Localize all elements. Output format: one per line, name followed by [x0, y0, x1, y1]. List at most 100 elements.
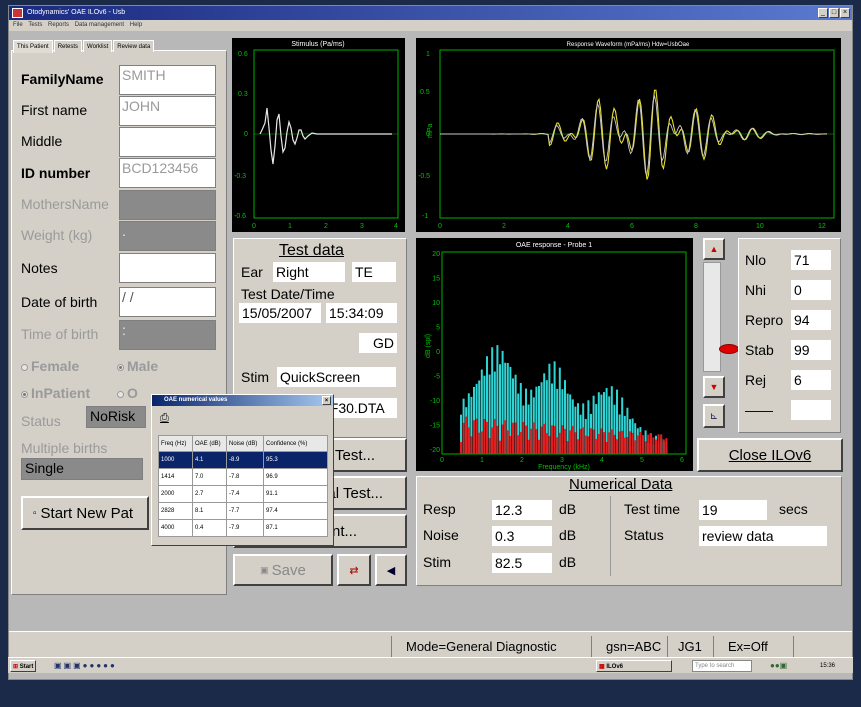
stim-xtick-0: 0 [252, 223, 256, 230]
taskbar-ilov6[interactable]: ▦ ILOv6 [596, 660, 672, 672]
minimize-button[interactable]: _ [818, 8, 828, 18]
oae-noise-bar [478, 432, 481, 454]
dialog-close-button[interactable]: × [322, 396, 331, 405]
oae-response-bar [592, 395, 595, 454]
inpatient-radio[interactable]: InPatient [21, 385, 90, 401]
oae-noise-bar [553, 426, 556, 454]
menu-reports[interactable]: Reports [48, 22, 70, 28]
stim-num-label: Stim [423, 554, 451, 570]
id-number-field[interactable]: BCD123456 [119, 158, 216, 188]
flag-icon-button[interactable]: ◀ [375, 554, 407, 586]
close-ilov6-button[interactable]: Close ILOv6 [697, 438, 843, 472]
table-row[interactable]: 1414 7.0 -7.8 96.9 [158, 468, 328, 486]
oae-response-bar [506, 363, 509, 454]
scroll-up-button[interactable]: ▲ [703, 238, 725, 260]
male-radio-dot[interactable] [117, 363, 124, 371]
female-radio[interactable]: Female [21, 358, 79, 374]
oae-response-bar [613, 404, 616, 454]
oae-noise-bar [512, 422, 514, 454]
status-select[interactable]: NoRisk [86, 406, 146, 428]
menu-tests[interactable]: Tests [28, 22, 43, 28]
resp-ytick-0: 1 [426, 51, 430, 58]
new-patient-icon: ▫ [33, 507, 37, 519]
quick-launch-icons[interactable]: ▣▣▣●●●●● [54, 661, 117, 670]
tab-worklist[interactable]: Worklist [83, 40, 113, 52]
table-row[interactable]: 4000 0.4 -7.9 87.1 [158, 519, 328, 537]
start-button[interactable]: ⊞ Start [10, 660, 37, 672]
oae-response-bar [558, 367, 561, 454]
male-radio[interactable]: Male [117, 358, 158, 374]
scroll-track[interactable] [703, 262, 721, 372]
stat-label: —— [745, 402, 773, 418]
stat-label: Nlo [745, 252, 767, 268]
table-row[interactable]: 1000 4.1 -8.9 95.3 [158, 451, 328, 469]
table-row[interactable]: 2828 8.1 -7.7 97.4 [158, 502, 328, 520]
taskbar-search-input[interactable]: Type to search [692, 660, 752, 672]
oae-response-bar [600, 394, 603, 454]
noise-label: Noise [423, 527, 459, 543]
tab-review-data[interactable]: Review data [113, 40, 155, 52]
oae-response-bar [493, 371, 496, 454]
arrow-up-icon: ▲ [709, 244, 719, 254]
tab-this-patient[interactable]: This Patient [13, 40, 53, 53]
notes-field[interactable] [119, 253, 216, 283]
test-date-field: 15/05/2007 [239, 303, 321, 323]
tab-retests[interactable]: Retests [53, 40, 83, 52]
app-icon [12, 8, 23, 18]
oae-xtick: 6 [680, 457, 684, 464]
oae-response-bar [545, 380, 548, 454]
noise-cell: -7.4 [226, 485, 264, 503]
multiple-births-select[interactable]: Single [21, 458, 143, 480]
table-row[interactable]: 2000 2.7 -7.4 91.1 [158, 485, 328, 503]
close-window-button[interactable]: × [840, 8, 850, 18]
first-name-field[interactable]: JOHN [119, 96, 216, 126]
oae-ylabel: dB (spl) [425, 334, 432, 358]
menu-help[interactable]: Help [129, 22, 143, 28]
notes-label: Notes [21, 260, 58, 276]
mothers-name-field[interactable] [119, 190, 216, 220]
save-button[interactable]: ▣ Save [233, 554, 333, 586]
oae-response-bar [564, 380, 566, 454]
oae-response-bar [527, 404, 530, 454]
tray-icons[interactable]: ●●▣ [770, 661, 788, 670]
scroll-down-button[interactable]: ▼ [703, 376, 725, 398]
oae-ytick: -5 [434, 374, 440, 381]
oae-noise-bar [496, 425, 499, 454]
outpatient-radio-dot[interactable] [117, 390, 124, 398]
export-icon-button[interactable]: ⇄ [337, 554, 371, 586]
oae-noise-bar [610, 429, 613, 454]
dialog-print-button[interactable]: ⎙ [160, 412, 169, 425]
outpatient-radio[interactable]: O [117, 385, 138, 401]
chart-options-button[interactable]: ⊾ [703, 404, 725, 428]
oae-noise-bar [649, 432, 652, 454]
inpatient-radio-dot[interactable] [21, 390, 28, 398]
male-label: Male [127, 358, 159, 374]
oae-ytick: 15 [432, 276, 440, 283]
dob-field[interactable]: / / [119, 287, 216, 317]
family-name-field[interactable]: SMITH [119, 65, 216, 95]
test-date-label: Test Date/Time [241, 286, 335, 302]
oae-noise-bar [561, 425, 564, 454]
weight-field[interactable]: . [119, 221, 216, 251]
oae-response-bar [577, 403, 579, 454]
oae-response-bar [626, 407, 629, 454]
menu-data-management[interactable]: Data management [74, 22, 125, 28]
stat-label: Rej [745, 372, 767, 388]
oae-response-bar [610, 386, 613, 454]
table-header-row: Freq (Hz) OAE (dB) Noise (dB) Confidence… [158, 435, 328, 452]
menu-file[interactable]: File [13, 22, 23, 28]
start-new-patient-button[interactable]: ▫ Start New Pat [21, 496, 149, 530]
oae-response-bar [595, 404, 598, 454]
middle-field[interactable] [119, 127, 216, 157]
oae-noise-bar [538, 439, 540, 454]
female-radio-dot[interactable] [21, 363, 28, 371]
tob-field[interactable]: : [119, 320, 216, 350]
oae-noise-bar [597, 433, 600, 454]
oae-noise-bar [543, 423, 546, 454]
maximize-button[interactable]: □ [829, 8, 839, 18]
scroll-thumb-indicator[interactable] [719, 344, 739, 354]
stim-ytick-4: -0.6 [234, 213, 246, 220]
test-time-field: 15:34:09 [326, 303, 397, 323]
response-trace-b [440, 95, 828, 176]
oae-response-svg: OAE response - Probe 1 dB (spl) Frequenc… [425, 242, 687, 471]
